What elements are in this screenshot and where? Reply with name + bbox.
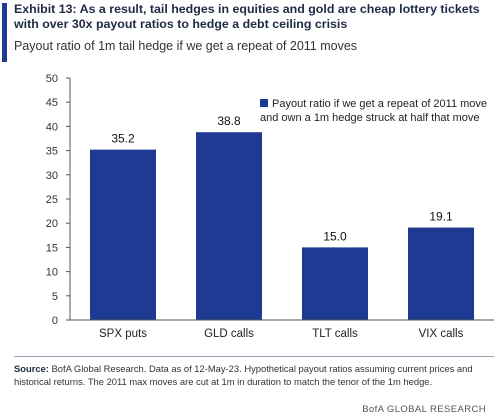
bars: 35.2 38.8 15.0 19.1 xyxy=(90,114,474,320)
x-category-label: VIX calls xyxy=(419,328,464,340)
y-tick-label: 15 xyxy=(46,242,58,254)
y-tick-label: 40 xyxy=(46,121,58,133)
y-tick-label: 35 xyxy=(46,146,58,158)
y-axis: 0 5 10 15 20 25 30 35 40 45 50 xyxy=(46,73,71,327)
source-label: Source: xyxy=(14,363,49,374)
y-tick-label: 50 xyxy=(46,73,58,85)
chart-title: Exhibit 13: As a result, tail hedges in … xyxy=(14,2,480,31)
legend-swatch xyxy=(260,99,268,107)
legend-label: Payout ratio if we get a repeat of 2011 … xyxy=(260,98,488,124)
x-category-label: TLT calls xyxy=(312,328,358,340)
bar-spx-puts xyxy=(90,149,156,320)
x-axis: SPX puts GLD calls TLT calls VIX calls xyxy=(70,319,494,340)
y-tick-label: 10 xyxy=(46,267,58,279)
y-tick-label: 30 xyxy=(46,170,58,182)
data-label: 35.2 xyxy=(111,132,135,146)
source-text: BofA Global Research. Data as of 12-May-… xyxy=(14,363,473,387)
source-note: Source: BofA Global Research. Data as of… xyxy=(14,362,494,388)
title-accent-bar xyxy=(2,3,7,62)
bar-tlt-calls xyxy=(302,247,368,320)
data-label: 19.1 xyxy=(429,210,453,224)
x-category-label: GLD calls xyxy=(204,328,254,340)
y-tick-label: 5 xyxy=(52,291,58,303)
brand-footer: BofA GLOBAL RESEARCH xyxy=(362,404,486,415)
data-label: 38.8 xyxy=(217,114,241,128)
bar-chart: 0 5 10 15 20 25 30 35 40 45 50 35.2 38.8 15.0 19.1 SP… xyxy=(46,73,494,340)
chart-subtitle: Payout ratio of 1m tail hedge if we get … xyxy=(14,39,358,53)
x-category-label: SPX puts xyxy=(99,328,147,340)
bar-vix-calls xyxy=(408,227,474,320)
legend: Payout ratio if we get a repeat of 2011 … xyxy=(260,97,490,125)
y-tick-label: 20 xyxy=(46,218,58,230)
y-tick-label: 0 xyxy=(52,315,58,327)
data-label: 15.0 xyxy=(323,229,347,243)
y-tick-label: 25 xyxy=(46,194,58,206)
bar-gld-calls xyxy=(196,132,262,320)
footer-divider xyxy=(14,356,494,357)
y-tick-label: 45 xyxy=(46,97,58,109)
